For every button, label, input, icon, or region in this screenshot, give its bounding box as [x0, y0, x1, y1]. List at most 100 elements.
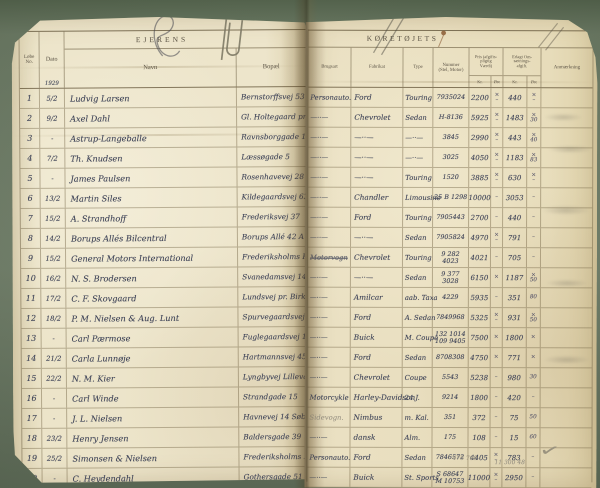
vehicle-usage: —··—	[308, 128, 351, 147]
tax-paid-kr: 931	[503, 308, 527, 327]
ledger-row: 6 13/2 Martin Siles Kildegaardsvej 63-65	[21, 187, 307, 209]
tax-paid-kr: 1483	[503, 108, 527, 127]
left-page-title: EJERENS	[64, 30, 305, 50]
vehicle-type: Sedan	[403, 348, 433, 367]
remark	[541, 88, 592, 107]
ledger-row: —··— —··— —··— 3845 2990 × – 443 × 40	[308, 128, 592, 149]
tax-paid-ore: –	[526, 468, 540, 487]
column-header-type: Type	[403, 48, 433, 87]
vehicle-usage: —··—	[308, 208, 351, 227]
ledger-row: 18 23/2 Henry Jensen Baldersgade 39	[22, 427, 308, 449]
owner-name: P. M. Nielsen & Aug. Lunt	[66, 307, 238, 327]
vehicle-usage: —··—	[308, 228, 351, 247]
vehicle-make: Ford	[350, 448, 402, 467]
tax-paid-kr: 420	[503, 388, 527, 407]
row-date: 13/2	[41, 189, 66, 208]
vehicle-table-header: KØRETØJETS Brugsart Fabrikat Type Nummer…	[308, 31, 592, 89]
price-ore: –	[491, 408, 503, 427]
row-number: 6	[21, 189, 41, 208]
owner-name: Th. Knudsen	[65, 147, 237, 167]
vehicle-usage: Personauto.	[307, 448, 350, 467]
remark	[541, 248, 592, 267]
row-number: 16	[22, 389, 42, 408]
price-ore: –	[491, 208, 503, 227]
vehicle-make: Harley-Davidson	[351, 388, 403, 407]
price-kr: 4750	[469, 348, 491, 367]
row-number: 19	[22, 449, 42, 468]
vehicle-make: Chevrolet	[351, 108, 403, 127]
remark	[541, 288, 592, 307]
row-date: -	[40, 129, 65, 148]
owner-name: James Paulsen	[65, 167, 237, 187]
remark	[541, 108, 592, 127]
ledger-row: 14 21/2 Carla Lunnøje Hartmannsvej 45	[22, 347, 308, 369]
price-ore: –	[491, 368, 503, 387]
tax-paid-ore: 50	[527, 408, 541, 427]
price-kr: 6150	[469, 268, 491, 287]
ledger-row: 1 5/2 Ludvig Larsen Bernstorffsvej 53 Ge…	[20, 87, 306, 109]
usage-text: Personauto.	[309, 453, 351, 462]
usage-text: —··—	[309, 473, 328, 482]
ledger-row: 15 22/2 N. M. Kier Lyngbyvej Lillevænget…	[22, 367, 308, 389]
owner-address: Strandgade 15	[243, 392, 298, 402]
ledger-row: 2 9/2 Axel Dahl Gl. Holtegaard pr. Holte	[20, 107, 306, 129]
ledger-row: 11 17/2 C. F. Skovgaard Lundsvej pr. Bir…	[21, 287, 307, 309]
price-kr: 11000	[468, 468, 490, 487]
owner-name: Carl Pærmose	[67, 327, 239, 347]
price-kr: 5935	[469, 288, 491, 307]
price-ore: ×	[491, 268, 503, 287]
vehicle-usage: —··—	[308, 348, 351, 367]
tax-paid-ore: –	[527, 388, 541, 407]
owner-address: Hartmannsvej 45	[242, 351, 307, 362]
price-kr: 5925	[469, 108, 491, 127]
ledger-row: 16 - Carl Winde Strandgade 15	[22, 387, 308, 409]
vehicle-number: 7905824	[433, 228, 469, 247]
tax-paid-kr: 771	[503, 348, 527, 367]
column-header-erlagt-afgift: Erlagt Om- sætnings- afgift.	[503, 48, 541, 75]
owner-name: C. F. Skovgaard	[66, 287, 238, 307]
vehicle-number: 5543	[433, 368, 469, 387]
row-number: 20	[23, 469, 43, 488]
column-header-fabrikat: Fabrikat	[351, 48, 403, 87]
vehicle-type: Touring	[403, 88, 433, 107]
vehicle-number: 3025	[433, 148, 469, 167]
vehicle-type: m. Kal.	[403, 408, 433, 427]
vehicle-make: —··—	[351, 128, 403, 147]
vehicle-type: Sedan	[403, 228, 433, 247]
vehicle-usage: —··—	[308, 188, 351, 207]
vehicle-usage: —··—	[308, 288, 351, 307]
owner-name: J. L. Nielsen	[67, 407, 239, 427]
vehicle-type: Touring	[403, 168, 433, 187]
owner-name: Carla Lunnøje	[67, 347, 239, 367]
ledger-row: —··— Ford A. Sedan 7849968 5325 × – 931 …	[308, 308, 592, 329]
tax-paid-kr: 1183	[503, 148, 527, 167]
ledger-row: —··— Ford Touring 7905443 2700 – 440 –	[308, 208, 592, 229]
ledger-row: —··— Buick M. Coupe 132 1014 109 9405 75…	[308, 328, 592, 349]
vehicle-number: 9214	[433, 388, 469, 407]
column-header-brugsart: Brugsart	[308, 48, 351, 87]
owner-name: Simonsen & Nielsen	[67, 447, 239, 467]
vehicle-usage: Motorcykle	[308, 388, 351, 407]
price-kr: 4021	[469, 248, 491, 267]
vehicle-number: 351	[433, 408, 469, 427]
price-ore: –	[491, 248, 503, 267]
remark	[541, 408, 592, 427]
usage-text-pencil: Sidevogn.	[309, 413, 344, 422]
row-date: 22/2	[42, 369, 67, 388]
remark	[541, 148, 592, 167]
remark	[541, 348, 592, 367]
vehicle-make: Chevrolet	[351, 368, 403, 387]
owner-name: N. S. Brodersen	[66, 267, 238, 287]
row-date: 14/2	[41, 229, 66, 248]
ledger-row: —··— Chandler Limousine 25 B 1298 10000 …	[308, 188, 592, 209]
row-number: 10	[21, 269, 41, 288]
vehicle-make: Buick	[350, 468, 402, 487]
owner-name: N. M. Kier	[67, 367, 239, 387]
price-ore: × –	[491, 168, 503, 187]
ledger-row: 13 - Carl Pærmose Fuglegaardsvej 12 B, H…	[22, 327, 308, 349]
remark	[541, 308, 592, 327]
remark	[540, 468, 591, 487]
vehicle-number: 9 377 3028	[433, 268, 469, 287]
ledger-row: 5 - James Paulsen Rosenhavevej 28	[20, 167, 306, 189]
owner-table-header: Løbe No. Dato 1929 EJERENS Navn Bopæl	[19, 30, 305, 89]
